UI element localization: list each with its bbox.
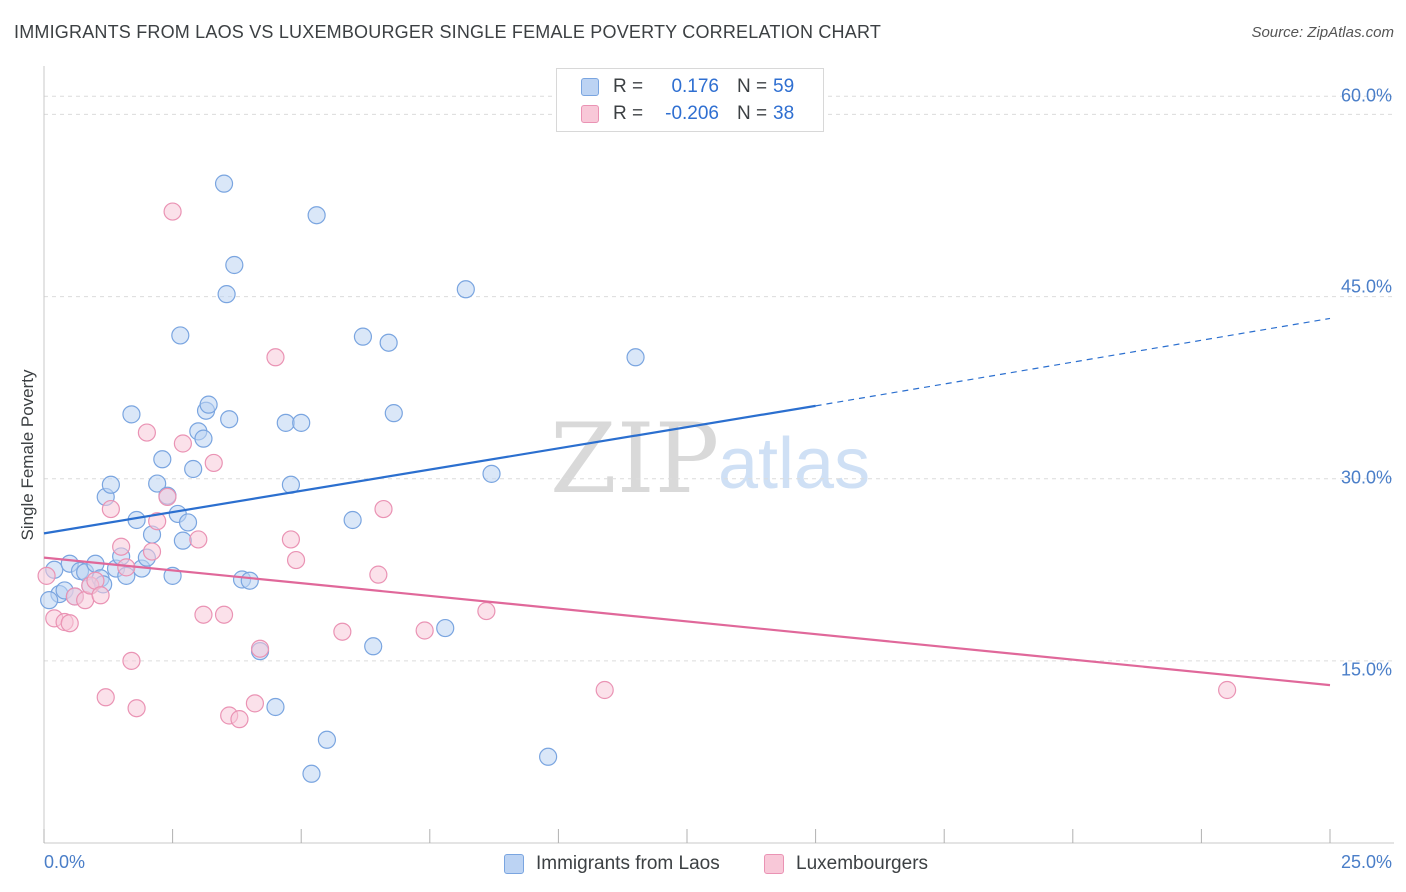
- watermark-zip: ZIP: [550, 403, 719, 515]
- trend-line-laos: [43, 404, 816, 535]
- stats-legend: R = 0.176 N = 59 R = -0.206 N = 38: [556, 68, 824, 132]
- data-point-laos: [171, 326, 190, 345]
- trend-line-laos-extrapolated: [815, 317, 1331, 407]
- data-point-laos: [225, 255, 244, 275]
- data-point-laos: [153, 450, 172, 469]
- data-point-luxembourgers: [37, 566, 56, 585]
- data-point-luxembourgers: [286, 550, 306, 570]
- x-tick-label-min: 0.0%: [44, 852, 86, 872]
- bottom-legend-swatch-laos: [504, 854, 524, 874]
- data-point-luxembourgers: [148, 512, 167, 531]
- bottom-legend-label-laos: Immigrants from Laos: [536, 853, 720, 874]
- data-point-laos: [101, 475, 120, 494]
- data-point-luxembourgers: [281, 530, 301, 549]
- data-point-laos: [364, 637, 383, 656]
- data-point-laos: [214, 174, 234, 193]
- data-point-laos: [482, 464, 501, 483]
- data-point-laos: [173, 531, 192, 550]
- data-point-luxembourgers: [214, 605, 234, 624]
- data-point-laos: [40, 591, 59, 610]
- legend-n-value: 38: [773, 103, 795, 124]
- data-point-laos: [276, 413, 295, 432]
- data-point-luxembourgers: [96, 688, 115, 707]
- data-point-luxembourgers: [122, 651, 141, 670]
- data-point-luxembourgers: [163, 202, 182, 221]
- data-point-luxembourgers: [142, 542, 162, 561]
- data-point-luxembourgers: [173, 434, 192, 453]
- data-point-laos: [122, 405, 141, 424]
- data-point-laos: [292, 413, 311, 432]
- data-point-laos: [353, 327, 373, 346]
- data-point-luxembourgers: [194, 605, 213, 624]
- data-point-luxembourgers: [158, 487, 177, 507]
- bottom-legend-luxembourgers: Luxembourgers: [764, 852, 928, 876]
- axes: [43, 66, 1394, 844]
- y-tick-label-45: 45.0%: [1340, 276, 1392, 297]
- legend-r-label: R =: [613, 76, 644, 97]
- data-point-luxembourgers: [112, 537, 131, 556]
- legend-swatch-luxembourgers: [581, 105, 599, 123]
- legend-r-value: -0.206: [665, 103, 719, 124]
- data-point-laos: [220, 410, 239, 429]
- data-point-luxembourgers: [369, 565, 388, 584]
- data-point-laos: [266, 697, 285, 717]
- data-point-luxembourgers: [415, 621, 434, 640]
- data-point-luxembourgers: [374, 499, 393, 519]
- data-point-laos: [240, 571, 259, 590]
- data-point-luxembourgers: [91, 586, 110, 605]
- y-tick-label-15: 15.0%: [1340, 659, 1392, 680]
- trend-lines: [43, 317, 1331, 687]
- data-point-luxembourgers: [245, 694, 265, 713]
- data-point-laos: [178, 513, 198, 532]
- data-point-laos: [384, 404, 403, 423]
- data-point-luxembourgers: [250, 639, 270, 658]
- bottom-legend-laos: Immigrants from Laos: [504, 852, 720, 876]
- x-tick-label-max: 25.0%: [1340, 852, 1392, 872]
- data-point-luxembourgers: [189, 530, 208, 549]
- data-point-luxembourgers: [204, 453, 223, 473]
- data-point-laos: [626, 348, 645, 367]
- legend-r-label: R =: [613, 103, 644, 124]
- data-point-luxembourgers: [137, 423, 156, 442]
- chart-title: IMMIGRANTS FROM LAOS VS LUXEMBOURGER SIN…: [14, 22, 882, 42]
- legend-n-label: N =: [737, 76, 768, 97]
- legend-row-laos: R = 0.176 N = 59: [581, 75, 794, 99]
- trend-line-luxembourgers: [43, 556, 1331, 687]
- source-label: Source: ZipAtlas.com: [1251, 24, 1394, 41]
- series-luxembourgers-points: [37, 202, 1237, 729]
- data-point-laos: [379, 333, 398, 352]
- data-point-laos: [199, 395, 218, 414]
- data-point-luxembourgers: [101, 499, 120, 519]
- data-point-laos: [539, 747, 558, 766]
- bottom-legend-swatch-luxembourgers: [764, 854, 784, 874]
- data-point-laos: [302, 764, 321, 783]
- data-point-laos: [456, 280, 475, 299]
- data-point-laos: [184, 459, 203, 479]
- legend-r-value: 0.176: [671, 76, 719, 97]
- data-point-luxembourgers: [333, 622, 352, 641]
- data-point-laos: [317, 730, 337, 749]
- bottom-legend-label-luxembourgers: Luxembourgers: [796, 853, 929, 874]
- data-point-laos: [194, 429, 213, 448]
- legend-n-label: N =: [737, 103, 768, 124]
- y-tick-label-30: 30.0%: [1340, 467, 1392, 488]
- legend-swatch-laos: [581, 78, 599, 96]
- legend-n-value: 59: [773, 76, 795, 97]
- data-point-laos: [307, 206, 326, 225]
- data-point-luxembourgers: [595, 680, 614, 700]
- data-point-laos: [148, 474, 167, 493]
- data-point-laos: [436, 618, 455, 638]
- data-point-laos: [217, 285, 236, 304]
- data-point-luxembourgers: [266, 348, 285, 367]
- data-point-luxembourgers: [1218, 680, 1237, 700]
- legend-row-luxembourgers: R = -0.206 N = 38: [581, 102, 794, 126]
- data-point-luxembourgers: [230, 710, 249, 729]
- data-point-luxembourgers: [60, 614, 79, 633]
- data-point-laos: [343, 510, 362, 530]
- data-point-luxembourgers: [127, 699, 146, 718]
- data-point-luxembourgers: [477, 601, 496, 621]
- y-tick-label-60: 60.0%: [1340, 85, 1392, 106]
- watermark-atlas: atlas: [718, 424, 870, 504]
